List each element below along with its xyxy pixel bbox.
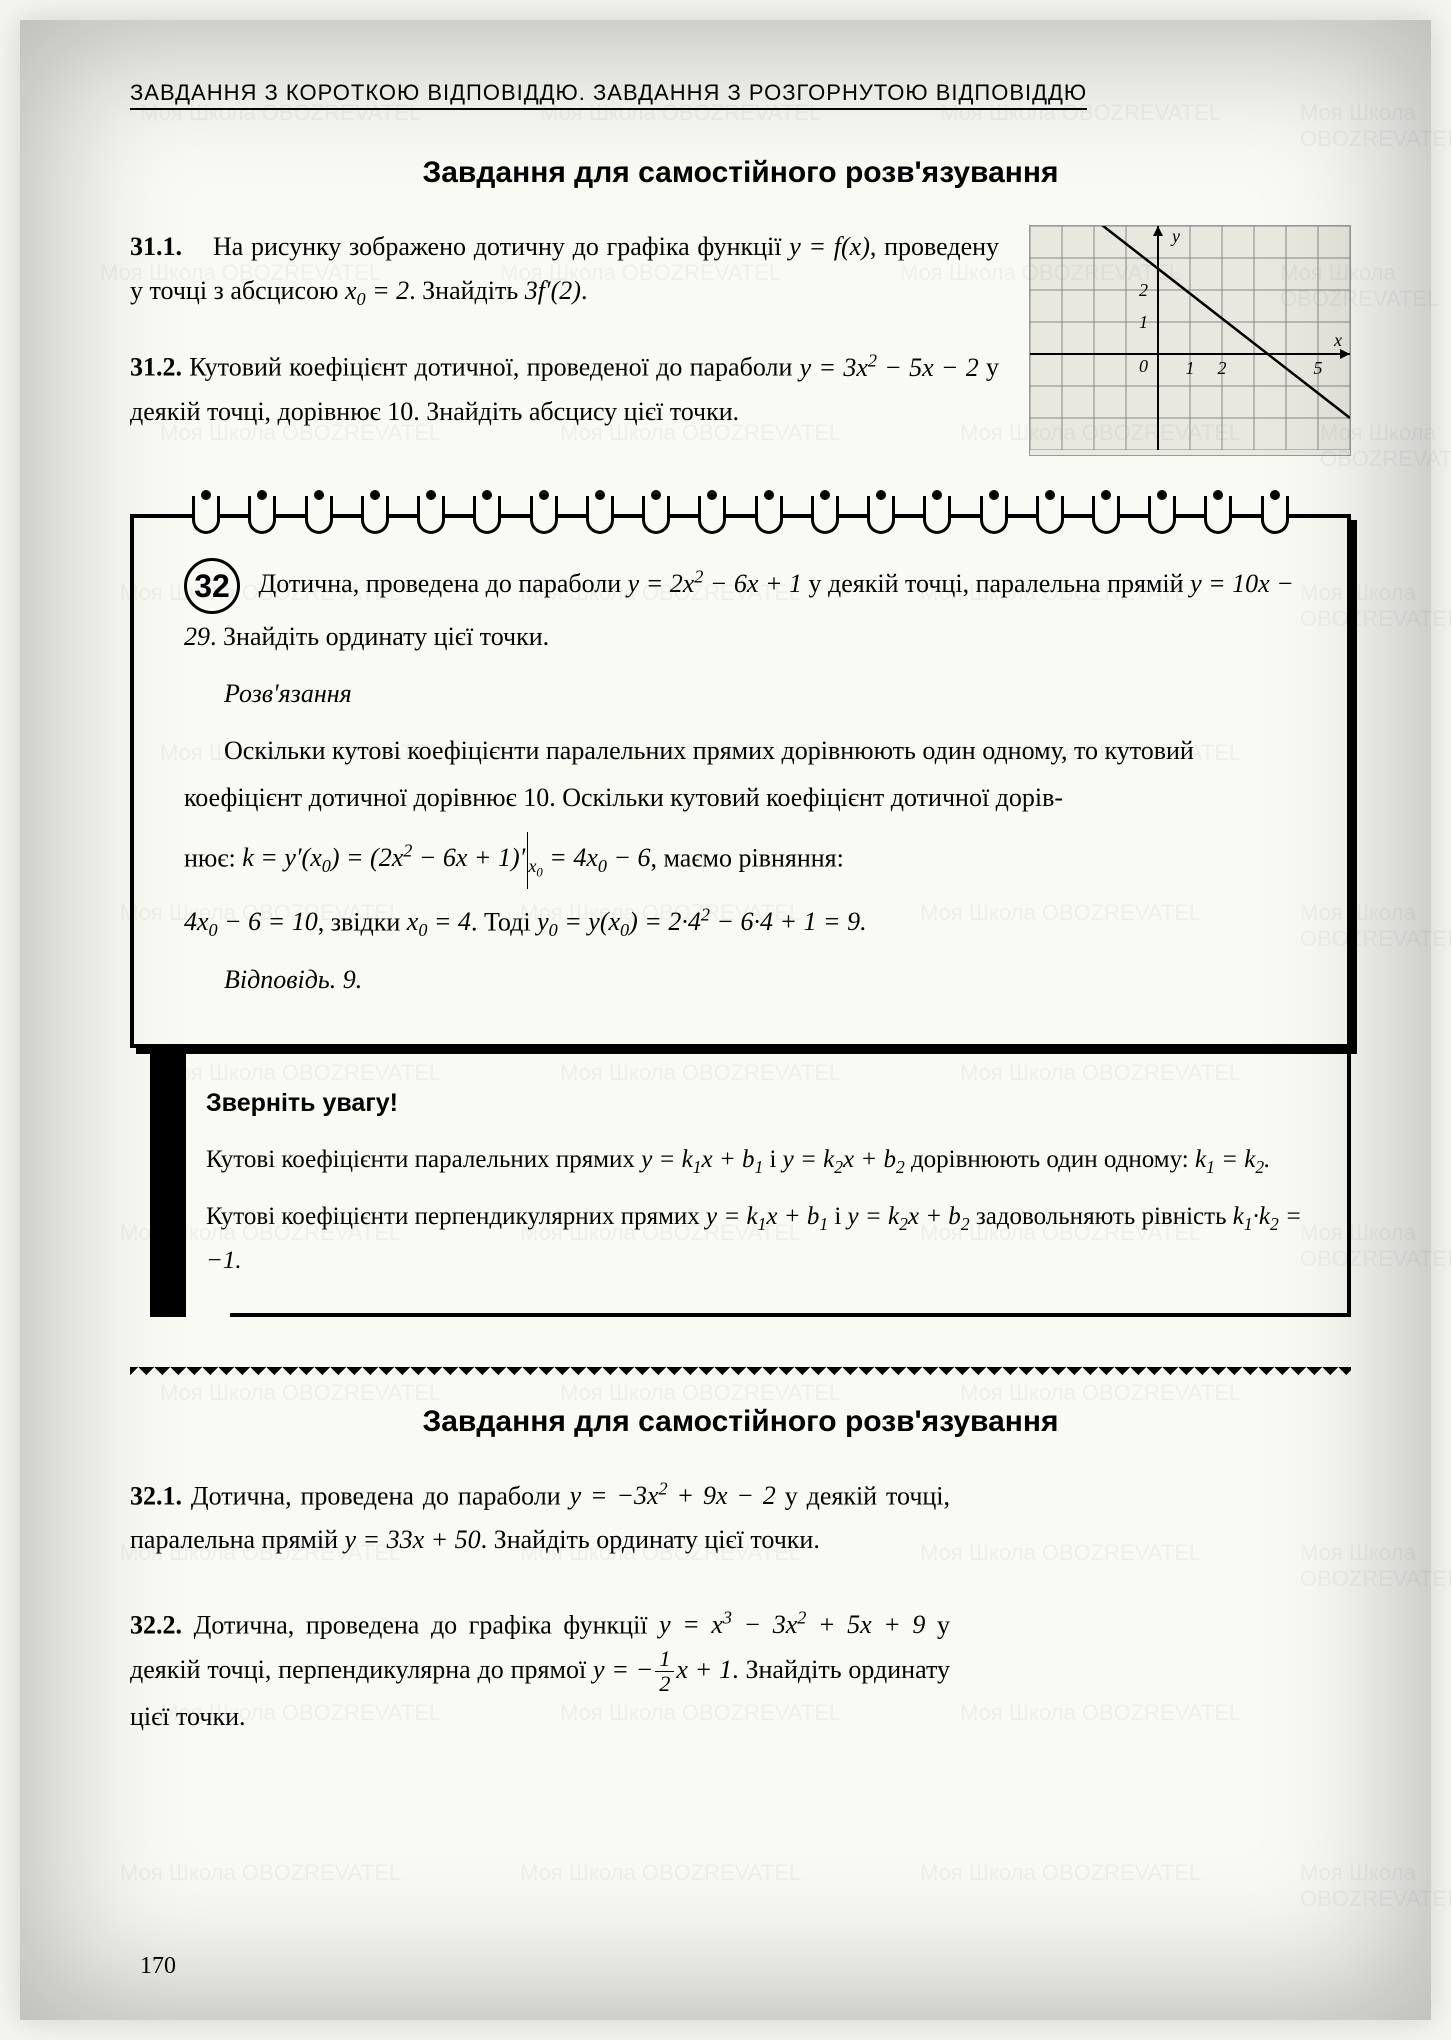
svg-text:x: x — [1333, 330, 1342, 350]
example-number: 32 — [184, 558, 240, 614]
attention-box: Зверніть увагу! Кутові коефіцієнти парал… — [230, 1048, 1351, 1317]
divider — [130, 1367, 1351, 1375]
solution-label: Розв'язання — [224, 671, 1297, 718]
page-header: ЗАВДАННЯ З КОРОТКОЮ ВІДПОВІДДЮ. ЗАВДАННЯ… — [130, 80, 1351, 116]
problem-32-2: 32.2. Дотична, проведена до графіка функ… — [130, 1603, 950, 1740]
section-title-2: Завдання для самостійного розв'язування — [130, 1405, 1351, 1439]
svg-text:1: 1 — [1139, 312, 1148, 332]
page-number: 170 — [140, 1953, 176, 1980]
worked-example-box: 32 Дотична, проведена до параболи y = 2x… — [130, 514, 1351, 1048]
svg-text:2: 2 — [1218, 358, 1227, 378]
svg-text:5: 5 — [1314, 358, 1323, 378]
problem-32-1: 32.1. Дотична, проведена до параболи y =… — [130, 1474, 950, 1563]
problem-31-1: 31.1. На рисунку зображено дотичну до гр… — [130, 225, 999, 315]
top-block: 31.1. На рисунку зображено дотичну до гр… — [130, 225, 1351, 464]
svg-text:2: 2 — [1139, 280, 1148, 300]
section-title: Завдання для самостійного розв'язування — [130, 156, 1351, 190]
svg-text:0: 0 — [1139, 356, 1148, 376]
page: Моя Школа OBOZREVATELМоя Школа OBOZREVAT… — [20, 20, 1431, 2020]
solution-text: Оскільки кутові коефіцієнти паралельних … — [184, 728, 1297, 822]
tangent-graph: 0 1 2 5 1 2 x y — [1029, 225, 1351, 456]
problem-31-2: 31.2. Кутовий коефіцієнт дотичної, прове… — [130, 345, 999, 434]
exclamation-icon — [150, 1048, 186, 1317]
svg-text:y: y — [1170, 226, 1180, 246]
svg-text:1: 1 — [1186, 358, 1195, 378]
